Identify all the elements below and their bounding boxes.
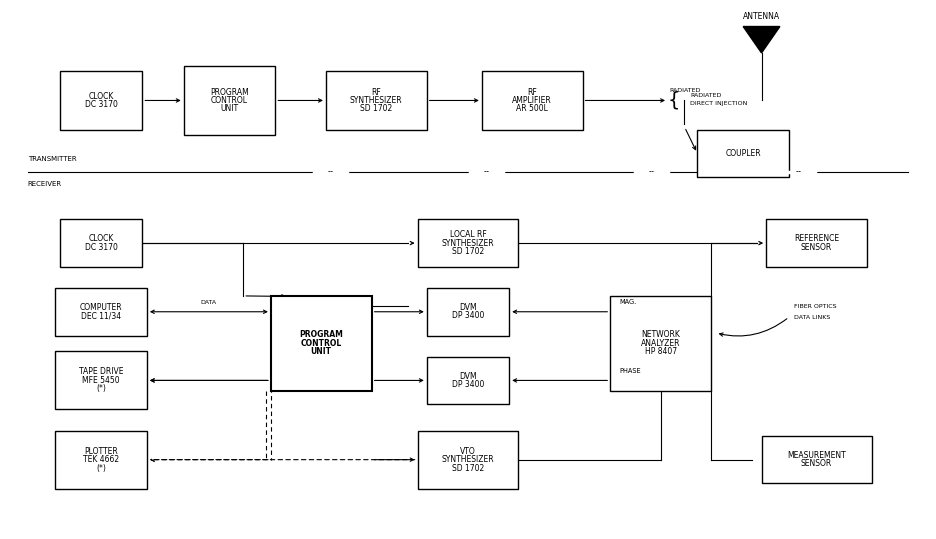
Text: HP 8407: HP 8407 [645, 348, 677, 356]
Text: ANALYZER: ANALYZER [641, 339, 680, 348]
Bar [55, 288, 147, 335]
Text: (*): (*) [96, 464, 106, 473]
Text: --: -- [328, 167, 333, 176]
Text: COMPUTER: COMPUTER [80, 303, 123, 312]
Text: SD 1702: SD 1702 [360, 105, 392, 113]
Text: (*): (*) [96, 384, 106, 393]
Text: LOCAL RF: LOCAL RF [449, 230, 487, 239]
Text: SD 1702: SD 1702 [452, 464, 484, 473]
Bar [482, 72, 582, 129]
Text: AR 500L: AR 500L [517, 105, 548, 113]
Bar [762, 436, 871, 483]
Text: RF: RF [372, 87, 381, 96]
Text: VTO: VTO [461, 447, 475, 455]
Text: ANTENNA: ANTENNA [743, 12, 780, 21]
Text: MAG.: MAG. [620, 300, 636, 306]
Bar [417, 431, 519, 489]
Text: REFERENCE: REFERENCE [794, 234, 840, 244]
Text: CLOCK: CLOCK [88, 92, 114, 101]
Bar [427, 357, 509, 404]
Text: DEC 11/34: DEC 11/34 [81, 312, 121, 321]
Text: DC 3170: DC 3170 [84, 243, 118, 252]
Text: RECEIVER: RECEIVER [28, 181, 62, 187]
Text: RADIATED: RADIATED [670, 88, 701, 93]
Bar [55, 351, 147, 410]
Text: DP 3400: DP 3400 [452, 380, 484, 389]
Text: CONTROL: CONTROL [211, 96, 248, 105]
Bar [427, 288, 509, 335]
Text: DIRECT INJECTION: DIRECT INJECTION [690, 101, 747, 106]
Text: {: { [668, 91, 680, 110]
Text: DATA: DATA [201, 300, 217, 306]
Text: MEASUREMENT: MEASUREMENT [787, 451, 846, 460]
Bar [60, 72, 142, 129]
Text: COUPLER: COUPLER [725, 149, 761, 158]
Text: --: -- [649, 167, 654, 176]
Text: SENSOR: SENSOR [801, 459, 832, 468]
Text: CONTROL: CONTROL [300, 339, 342, 348]
Bar [60, 219, 142, 267]
Text: TEK 4662: TEK 4662 [83, 455, 119, 464]
Bar [326, 72, 427, 129]
Bar [183, 66, 275, 135]
Text: DVM: DVM [460, 372, 476, 381]
Text: TRANSMITTER: TRANSMITTER [28, 156, 77, 162]
Text: PROGRAM: PROGRAM [300, 330, 344, 340]
Text: SYNTHESIZER: SYNTHESIZER [442, 455, 494, 464]
Text: DVM: DVM [460, 303, 476, 312]
Text: AMPLIFIER: AMPLIFIER [512, 96, 552, 105]
Polygon shape [743, 26, 780, 53]
Text: SENSOR: SENSOR [801, 243, 832, 252]
Text: NETWORK: NETWORK [641, 330, 680, 340]
Bar [417, 219, 519, 267]
Text: UNIT: UNIT [311, 348, 331, 356]
Bar [55, 431, 147, 489]
Text: RADIATED: RADIATED [690, 93, 722, 98]
Text: UNIT: UNIT [221, 105, 239, 113]
Text: RF: RF [527, 87, 537, 96]
Text: TAPE DRIVE: TAPE DRIVE [79, 368, 124, 376]
Text: --: -- [483, 167, 490, 176]
Text: SD 1702: SD 1702 [452, 247, 484, 256]
Text: SYNTHESIZER: SYNTHESIZER [350, 96, 402, 105]
Text: DATA LINKS: DATA LINKS [794, 315, 830, 320]
Text: PROGRAM: PROGRAM [211, 87, 249, 96]
Text: PHASE: PHASE [620, 368, 641, 374]
Bar [767, 219, 867, 267]
Text: CLOCK: CLOCK [88, 234, 114, 244]
Text: DC 3170: DC 3170 [84, 100, 118, 109]
Bar [271, 296, 372, 391]
Text: MFE 5450: MFE 5450 [82, 376, 120, 385]
Text: SYNTHESIZER: SYNTHESIZER [442, 239, 494, 247]
Text: FIBER OPTICS: FIBER OPTICS [794, 304, 836, 309]
Text: DP 3400: DP 3400 [452, 312, 484, 321]
Bar [697, 129, 789, 177]
Text: --: -- [796, 167, 801, 176]
Bar [610, 296, 711, 391]
Text: PLOTTER: PLOTTER [84, 447, 118, 455]
